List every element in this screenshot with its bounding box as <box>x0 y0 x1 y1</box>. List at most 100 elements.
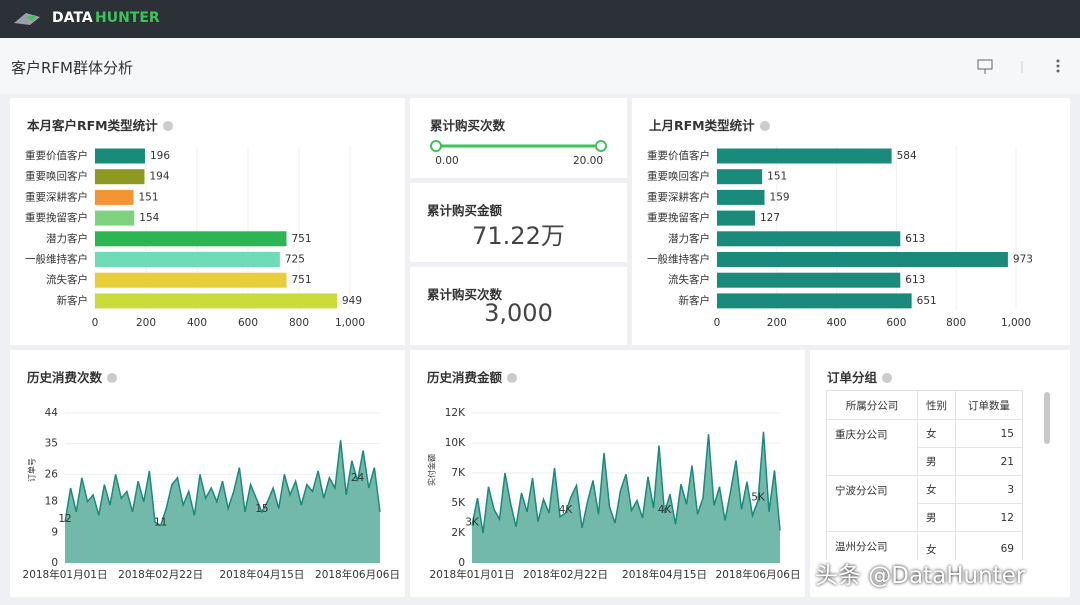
x-tick-label: 200 <box>767 317 787 329</box>
y-tick-label: 26 <box>45 468 59 480</box>
value-label: 196 <box>150 150 170 162</box>
y-tick-label: 新客户 <box>679 294 711 307</box>
cell: 3 <box>955 475 1023 504</box>
brand: DATA <box>52 10 93 26</box>
bar <box>95 272 287 288</box>
y-tick-label: 7K <box>451 467 466 479</box>
kpi-title: 累计购买金额 <box>427 203 503 218</box>
info-icon <box>507 373 518 383</box>
table: 所属分公司 性别 订单数量 重庆分公司女 15 男 21 宁波分公司女 3 男 12 温州分公司女 69 <box>826 390 1023 560</box>
y-tick-label: 新客户 <box>57 294 89 307</box>
x-tick-label: 600 <box>238 317 258 329</box>
value-label: 151 <box>139 191 159 203</box>
area-fill <box>472 431 780 563</box>
kpi-panel: 累计购买次数 3,000 <box>410 267 627 345</box>
value-label: 159 <box>770 191 790 203</box>
y-tick-label: 35 <box>45 438 58 450</box>
filter-title: 累计购买次数 <box>430 118 506 133</box>
y-tick-label: 一般维持客户 <box>25 253 88 266</box>
x-tick-label: 2018年06月06日 <box>716 568 801 581</box>
x-tick-label: 1,000 <box>1001 317 1031 329</box>
bar <box>717 231 901 247</box>
brand: HUNTER <box>95 10 160 26</box>
value-label: 127 <box>760 212 780 224</box>
y-axis-label: 订单号 <box>27 458 37 482</box>
panel: 本月客户RFM类型统计 0 200 400 600 800 1,000 重要价值客户 196 重要… <box>10 98 405 345</box>
chart-title: 上月RFM类型统计 <box>649 115 770 134</box>
table-row: 温州分公司女 69 <box>826 531 1023 560</box>
watermark: 头条 @DataHunter <box>815 563 1026 589</box>
kpi-panel: 累计购买金额 71.22万 <box>410 183 627 262</box>
y-tick-label: 一般维持客户 <box>647 253 710 266</box>
chart: 订单号 0 9 18 26 35 44 2018年01月01日 12 2018年02月22日 11 2… <box>23 407 400 581</box>
chart-title: 历史消费金额 <box>427 367 518 386</box>
panel: 上月RFM类型统计 0 200 400 600 800 1,000 重要价值客户 584 重要唤回… <box>632 98 1070 345</box>
chart: 0 200 400 600 800 1,000 重要价值客户 584 重要唤回客户 151 重要深耕… <box>647 146 1033 329</box>
value-label: 4K <box>559 504 574 516</box>
y-tick-label: 18 <box>45 496 58 508</box>
x-tick-label: 400 <box>187 317 207 329</box>
chart: 0 200 400 600 800 1,000 重要价值客户 196 重要唤回客户 194 重要深耕… <box>25 146 365 329</box>
value-label: 11 <box>154 517 167 529</box>
table-row: 宁波分公司女 3 <box>826 475 1023 532</box>
panel: 历史消费次数 订单号 0 9 18 26 35 44 2018年01月01日 12 2018年02月… <box>10 350 405 597</box>
value-label: 613 <box>905 274 925 286</box>
info-icon <box>107 373 118 383</box>
value-label: 4K <box>658 504 673 516</box>
cell: 15 <box>955 419 1023 448</box>
y-tick-label: 重要深耕客户 <box>647 190 710 203</box>
bar <box>717 210 755 226</box>
table-wrap: 所属分公司 性别 订单数量 重庆分公司女 15 男 21 宁波分公司女 3 男 12 温州分公司女 69 <box>826 390 1041 560</box>
chart-title-text: 历史消费金额 <box>427 370 503 385</box>
column-header: 订单数量 <box>955 390 1023 420</box>
y-tick-label: 2K <box>451 527 466 539</box>
y-tick-label: 12K <box>445 407 466 419</box>
cell: 女 <box>917 531 956 560</box>
bar <box>717 189 765 205</box>
table-panel: 订单分组 所属分公司 性别 订单数量 重庆分公司女 15 男 21 宁波分公司女 3 男 12 温州分… <box>810 350 1070 597</box>
kpi-title: 累计购买次数 <box>427 287 503 302</box>
y-tick-label: 潜力客户 <box>668 232 710 245</box>
value-label: 651 <box>917 295 937 307</box>
bar <box>717 252 1008 267</box>
info-icon <box>759 121 770 131</box>
column-header: 所属分公司 <box>826 390 918 420</box>
scrollbar[interactable] <box>1044 392 1050 444</box>
y-tick-label: 10K <box>445 437 466 449</box>
y-tick-label: 重要挽留客户 <box>647 211 710 224</box>
chart-title: 历史消费次数 <box>27 367 118 386</box>
branch-cell: 宁波分公司 <box>826 475 918 532</box>
cell: 69 <box>955 531 1023 560</box>
value-label: 584 <box>897 150 917 162</box>
y-tick-label: 9 <box>51 526 58 538</box>
bar <box>717 272 901 288</box>
slider[interactable]: 0.00 20.00 <box>410 136 627 170</box>
branch-cell: 温州分公司 <box>826 531 918 560</box>
chart-title-text: 上月RFM类型统计 <box>649 118 755 133</box>
y-tick-label: 重要价值客户 <box>25 149 88 162</box>
info-icon <box>162 121 173 131</box>
filter-panel: 累计购买次数 0.00 20.00 <box>410 98 627 178</box>
value-label: 973 <box>1013 254 1033 266</box>
y-tick-label: 0 <box>51 557 58 569</box>
kpi-value: 71.22万 <box>472 222 565 250</box>
line <box>471 431 781 534</box>
area-fill <box>65 440 380 563</box>
cell: 男 <box>917 503 956 532</box>
table-row: 男 12 <box>827 503 1023 532</box>
y-tick-label: 重要深耕客户 <box>25 190 88 203</box>
toolbar[interactable] <box>975 58 1070 76</box>
value-label: 24 <box>351 472 365 484</box>
bar <box>717 169 763 185</box>
table-title-text: 订单分组 <box>827 370 878 385</box>
y-tick-label: 重要唤回客户 <box>25 170 88 183</box>
value-label: 3K <box>465 517 480 529</box>
line <box>64 440 381 527</box>
y-tick-label: 重要价值客户 <box>647 149 710 162</box>
y-tick-label: 潜力客户 <box>46 232 88 245</box>
value-label: 725 <box>285 254 305 266</box>
bar <box>95 169 145 185</box>
value-label: 949 <box>342 295 362 307</box>
value-label: 151 <box>767 171 787 183</box>
